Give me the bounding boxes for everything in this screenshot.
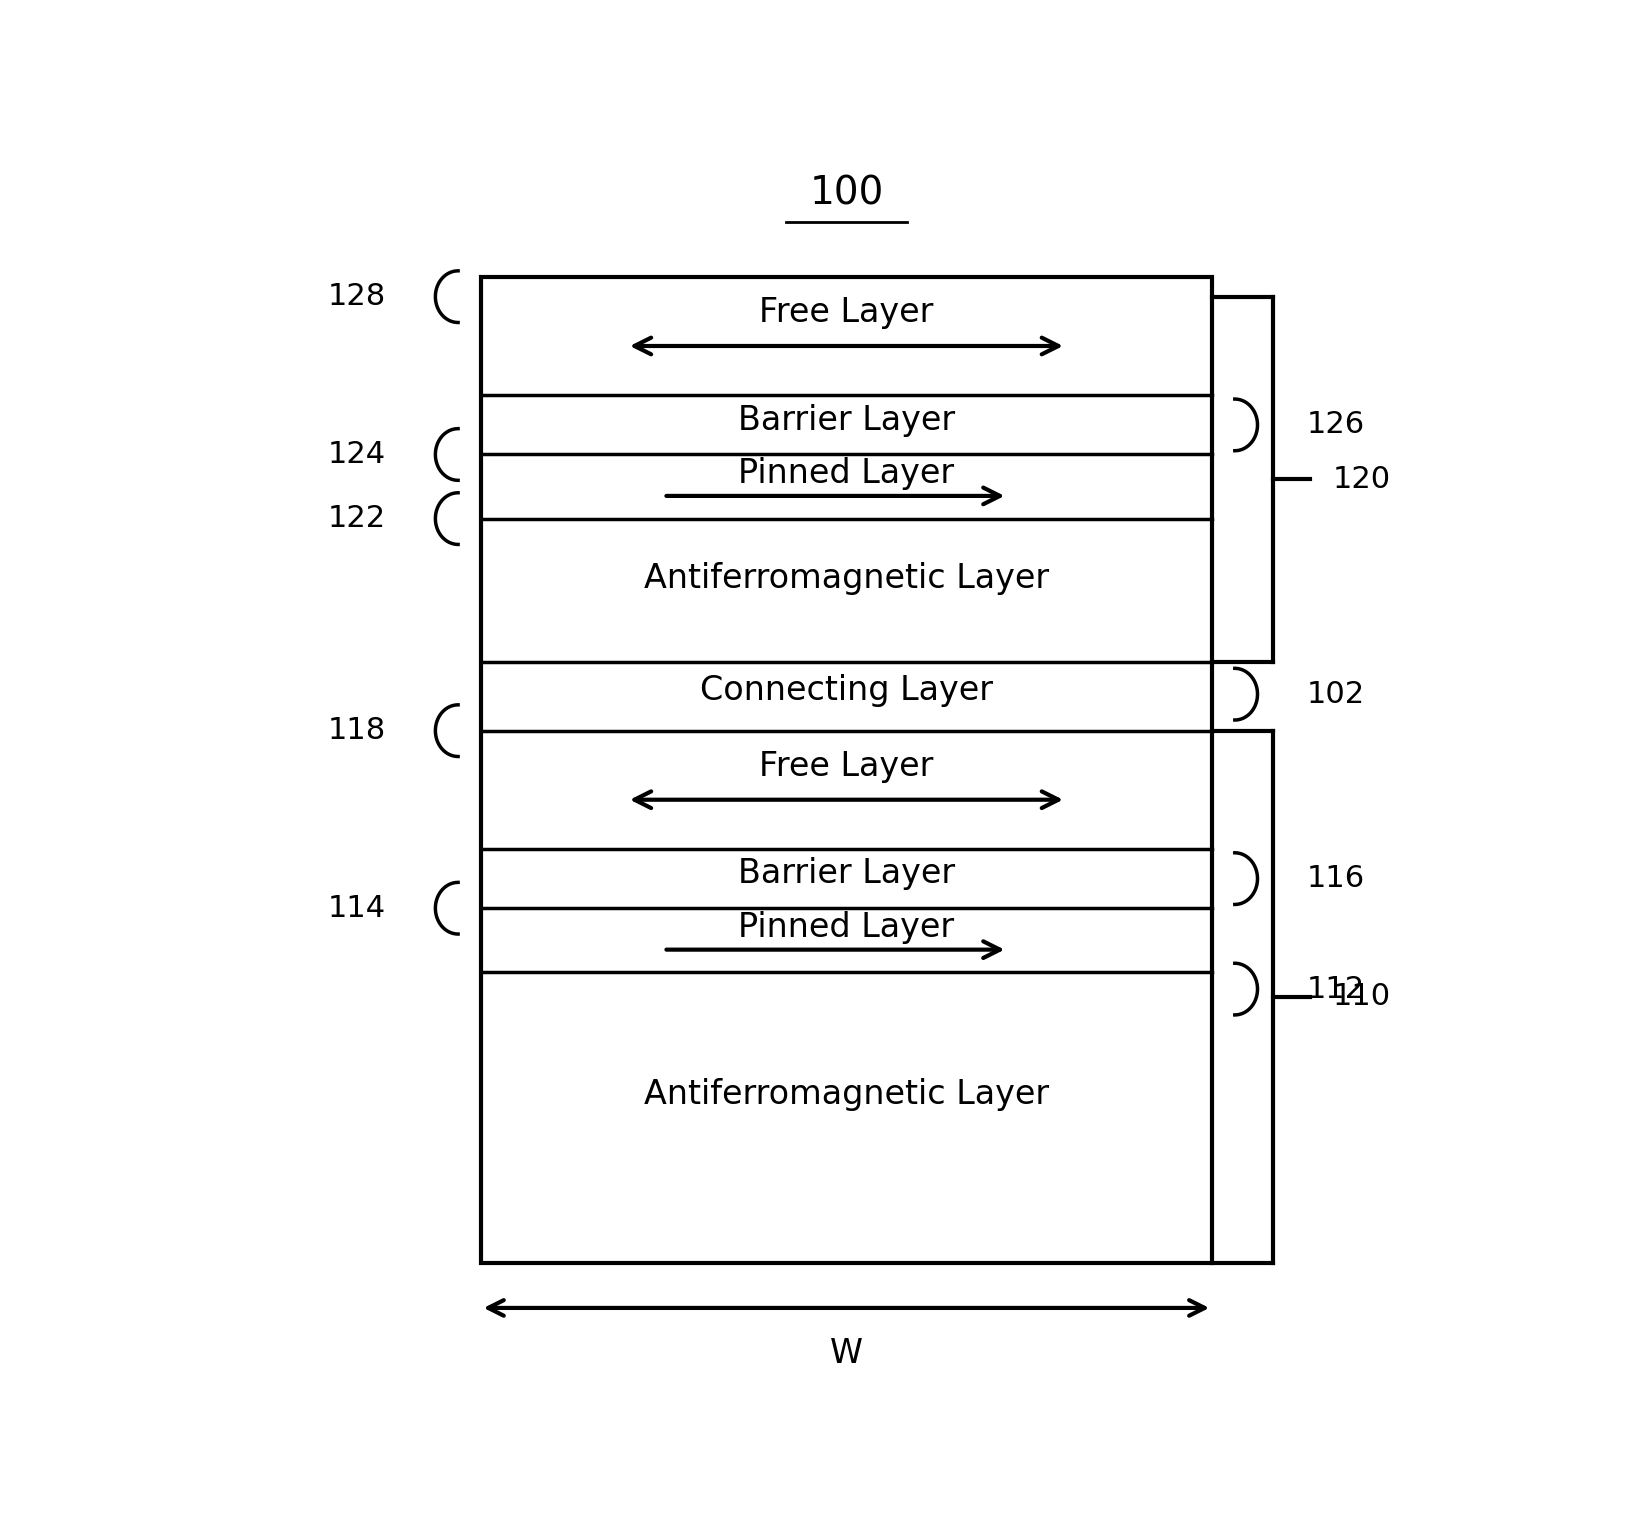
Text: Free Layer: Free Layer	[760, 296, 934, 329]
Text: 100: 100	[809, 174, 883, 212]
Text: 110: 110	[1333, 982, 1391, 1011]
Text: Connecting Layer: Connecting Layer	[700, 674, 992, 708]
Text: 112: 112	[1306, 974, 1365, 1003]
Text: 118: 118	[329, 717, 386, 746]
Text: Antiferromagnetic Layer: Antiferromagnetic Layer	[644, 1078, 1049, 1112]
Text: 116: 116	[1306, 865, 1365, 894]
Bar	[482, 278, 1212, 1263]
Text: Antiferromagnetic Layer: Antiferromagnetic Layer	[644, 563, 1049, 595]
Text: W: W	[830, 1337, 862, 1371]
Text: 128: 128	[329, 282, 386, 311]
Text: Pinned Layer: Pinned Layer	[739, 458, 955, 490]
Text: 102: 102	[1306, 680, 1365, 709]
Text: 124: 124	[329, 441, 386, 470]
Text: Barrier Layer: Barrier Layer	[739, 857, 955, 891]
Text: 122: 122	[329, 505, 386, 534]
Text: 114: 114	[329, 894, 386, 923]
Text: 120: 120	[1333, 465, 1391, 494]
Text: 126: 126	[1306, 410, 1365, 439]
Text: Free Layer: Free Layer	[760, 750, 934, 782]
Text: Barrier Layer: Barrier Layer	[739, 404, 955, 436]
Text: Pinned Layer: Pinned Layer	[739, 910, 955, 944]
